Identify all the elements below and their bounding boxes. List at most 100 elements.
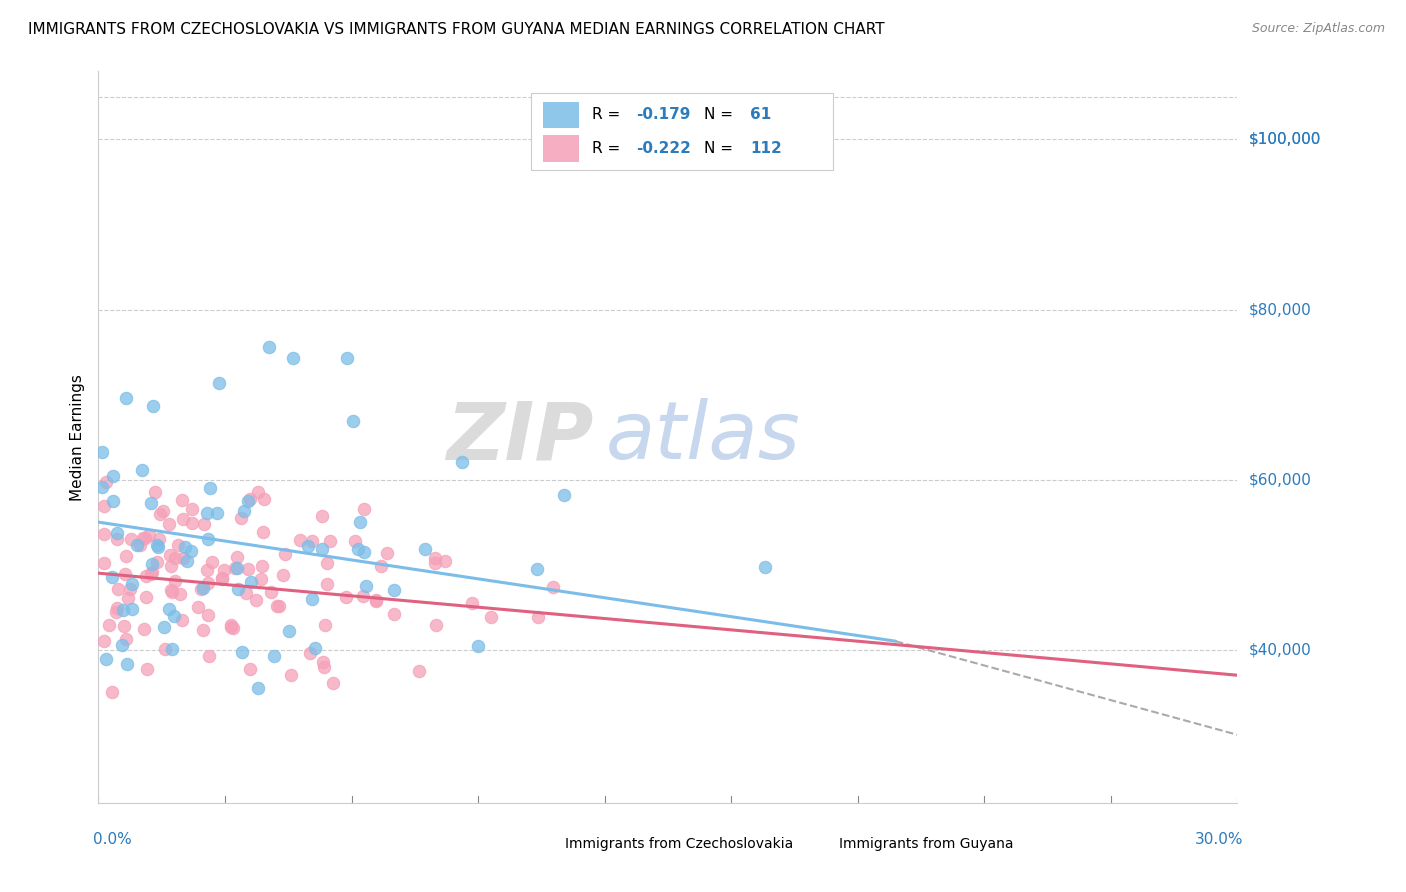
- Point: [298, 646, 321, 660]
- Point: [100, 685, 122, 699]
- Point: [198, 648, 221, 663]
- Point: [197, 608, 219, 623]
- Text: $100,000: $100,000: [1249, 132, 1320, 147]
- Text: N =: N =: [704, 107, 738, 122]
- Point: [353, 590, 375, 604]
- Point: [135, 591, 157, 605]
- Point: [526, 562, 548, 576]
- Point: [229, 511, 252, 525]
- Text: 61: 61: [749, 107, 770, 122]
- Point: [349, 516, 371, 530]
- Point: [159, 582, 181, 597]
- Point: [236, 494, 259, 508]
- Point: [450, 455, 472, 469]
- Point: [319, 533, 342, 548]
- Text: $40,000: $40,000: [1249, 642, 1312, 657]
- Point: [250, 558, 273, 573]
- Point: [172, 511, 194, 525]
- Point: [281, 351, 304, 365]
- Point: [382, 582, 405, 597]
- Point: [93, 527, 115, 541]
- FancyBboxPatch shape: [531, 832, 557, 854]
- Point: [107, 582, 129, 597]
- Point: [148, 532, 170, 546]
- Point: [143, 485, 166, 500]
- Point: [172, 492, 194, 507]
- Point: [159, 549, 181, 563]
- Point: [127, 538, 149, 552]
- Point: [152, 504, 174, 518]
- Point: [170, 613, 193, 627]
- Point: [211, 571, 233, 585]
- Point: [250, 572, 273, 586]
- Text: 0.0%: 0.0%: [93, 832, 132, 847]
- Point: [415, 541, 437, 556]
- Point: [193, 516, 215, 531]
- Point: [370, 559, 392, 574]
- Point: [263, 648, 285, 663]
- Point: [135, 569, 157, 583]
- Point: [253, 492, 276, 507]
- Text: R =: R =: [592, 141, 624, 156]
- Point: [225, 549, 247, 564]
- Point: [91, 480, 114, 494]
- Point: [277, 624, 299, 639]
- Point: [172, 550, 194, 565]
- Point: [141, 565, 163, 579]
- Point: [153, 641, 176, 656]
- Point: [233, 503, 256, 517]
- Point: [94, 475, 117, 490]
- Text: $80,000: $80,000: [1249, 302, 1312, 317]
- Point: [225, 561, 247, 575]
- Point: [111, 638, 134, 652]
- Text: Source: ZipAtlas.com: Source: ZipAtlas.com: [1251, 22, 1385, 36]
- Point: [247, 681, 270, 696]
- Point: [162, 584, 184, 599]
- Point: [219, 620, 242, 634]
- Point: [169, 587, 191, 601]
- Point: [134, 531, 156, 545]
- Point: [344, 534, 367, 549]
- Point: [314, 617, 336, 632]
- FancyBboxPatch shape: [543, 102, 579, 128]
- FancyBboxPatch shape: [543, 136, 579, 161]
- Point: [176, 554, 198, 568]
- Point: [342, 414, 364, 428]
- Point: [163, 574, 186, 588]
- Point: [91, 445, 114, 459]
- Point: [236, 562, 259, 576]
- Point: [105, 533, 128, 547]
- Point: [304, 641, 326, 656]
- Point: [112, 619, 135, 633]
- Point: [224, 561, 246, 575]
- Point: [301, 592, 323, 607]
- Text: R =: R =: [592, 107, 624, 122]
- Point: [142, 400, 165, 414]
- Point: [526, 609, 548, 624]
- FancyBboxPatch shape: [804, 832, 830, 854]
- Point: [195, 563, 218, 577]
- Point: [139, 496, 162, 510]
- Point: [316, 556, 339, 570]
- Point: [93, 634, 115, 648]
- Point: [754, 560, 776, 574]
- Point: [311, 509, 333, 524]
- Point: [181, 501, 204, 516]
- Point: [157, 517, 180, 532]
- Point: [114, 392, 136, 406]
- Point: [139, 566, 162, 581]
- FancyBboxPatch shape: [531, 94, 832, 170]
- Point: [553, 488, 575, 502]
- Point: [93, 557, 115, 571]
- Text: IMMIGRANTS FROM CZECHOSLOVAKIA VS IMMIGRANTS FROM GUYANA MEDIAN EARNINGS CORRELA: IMMIGRANTS FROM CZECHOSLOVAKIA VS IMMIGR…: [28, 22, 884, 37]
- Point: [197, 575, 219, 590]
- Point: [205, 506, 228, 520]
- Point: [104, 605, 127, 619]
- Text: -0.179: -0.179: [636, 107, 690, 122]
- Point: [280, 668, 302, 682]
- Point: [105, 525, 128, 540]
- Point: [190, 582, 212, 596]
- Point: [231, 644, 253, 658]
- Point: [160, 642, 183, 657]
- Y-axis label: Median Earnings: Median Earnings: [69, 374, 84, 500]
